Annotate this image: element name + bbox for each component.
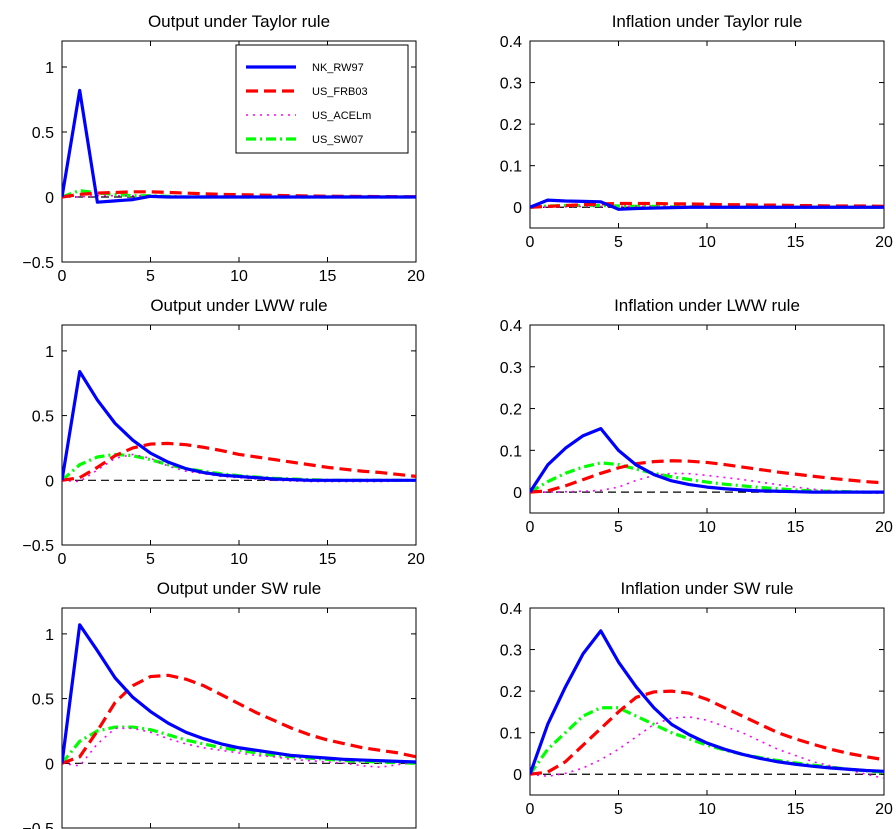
- chart-panel-2: 0 5 10 15 20 0 0.1 0.2 0.3 0.4 Inflation under Tay…: [500, 12, 893, 251]
- x-tick-label: 20: [407, 551, 425, 568]
- x-tick-label: 0: [526, 519, 535, 536]
- series-line-nk-rw97: [62, 369, 416, 482]
- y-tick-label: 0.4: [500, 601, 522, 618]
- x-tick-label: 20: [407, 268, 425, 285]
- series-line-us-sw07: [530, 706, 884, 776]
- x-tick-label: 20: [875, 801, 893, 818]
- y-tick-label: 0: [513, 485, 522, 502]
- y-tick-label: −0.5: [22, 538, 54, 555]
- x-tick-label: 5: [614, 519, 623, 536]
- x-tick-label: 20: [875, 519, 893, 536]
- y-tick-label: 0.3: [500, 76, 522, 93]
- y-tick-label: 0.1: [500, 726, 522, 743]
- chart-title: Inflation under LWW rule: [614, 296, 800, 315]
- x-tick-label: 10: [698, 234, 716, 251]
- x-tick-label: 0: [526, 801, 535, 818]
- x-tick-label: 15: [787, 234, 805, 251]
- y-tick-label: 0.5: [32, 125, 54, 142]
- axes-box: [61, 324, 417, 546]
- x-tick-label: 10: [698, 519, 716, 536]
- x-tick-label: 5: [614, 234, 623, 251]
- legend-label: US_FRB03: [312, 86, 368, 98]
- axes-box: [529, 40, 885, 229]
- x-tick-label: 5: [146, 551, 155, 568]
- y-tick-label: 0.1: [500, 159, 522, 176]
- y-tick-label: 0: [513, 767, 522, 784]
- y-tick-label: 0: [45, 190, 54, 207]
- chart-title: Inflation under Taylor rule: [612, 12, 803, 31]
- legend-label: US_SW07: [312, 134, 363, 146]
- legend-label: US_ACELm: [312, 110, 371, 122]
- legend-label: NK_RW97: [312, 62, 364, 74]
- chart-title: Output under LWW rule: [150, 296, 327, 315]
- legend-box: [235, 44, 409, 154]
- series-line-nk-rw97: [530, 198, 884, 211]
- chart-panel-4: 0 5 10 15 20 0 0.1 0.2 0.3 0.4 Inflation under LWW…: [500, 296, 893, 536]
- series-line-us-frb03: [62, 673, 416, 765]
- series-line-us-frb03: [530, 689, 884, 776]
- y-tick-label: 0: [45, 473, 54, 490]
- y-tick-label: 1: [45, 344, 54, 361]
- series-line-nk-rw97: [530, 629, 884, 775]
- x-tick-label: 10: [230, 268, 248, 285]
- y-tick-label: 0.1: [500, 443, 522, 460]
- y-tick-label: 0.2: [500, 684, 522, 701]
- x-tick-label: 20: [875, 234, 893, 251]
- legend: NK_RW97 US_FRB03 US_ACELm US_SW07: [235, 44, 409, 154]
- series-line-us-sw07: [62, 188, 416, 199]
- x-tick-label: 15: [787, 801, 805, 818]
- series-line-nk-rw97: [530, 427, 884, 494]
- axes-box: [529, 607, 885, 796]
- y-tick-label: −0.5: [22, 821, 54, 829]
- series-line-us-frb03: [530, 459, 884, 494]
- series-line-nk-rw97: [62, 88, 416, 204]
- x-tick-label: 0: [526, 234, 535, 251]
- x-tick-label: 15: [319, 551, 337, 568]
- y-tick-label: 0: [45, 756, 54, 773]
- y-tick-label: 1: [45, 627, 54, 644]
- x-tick-label: 15: [787, 519, 805, 536]
- y-tick-label: 0.4: [500, 34, 522, 51]
- y-tick-label: 0.5: [32, 409, 54, 426]
- y-tick-label: 1: [45, 60, 54, 77]
- axes-box: [529, 324, 885, 514]
- x-tick-label: 10: [698, 801, 716, 818]
- chart-panel-6: 0 5 10 15 20 0 0.1 0.2 0.3 0.4 Inflation under SW …: [500, 579, 893, 818]
- y-tick-label: −0.5: [22, 255, 54, 272]
- x-tick-label: 5: [146, 268, 155, 285]
- chart-title: Output under SW rule: [157, 579, 321, 598]
- y-tick-label: 0: [513, 200, 522, 217]
- series-line-nk-rw97: [62, 623, 416, 764]
- y-tick-label: 0.5: [32, 692, 54, 709]
- x-tick-label: 0: [58, 268, 67, 285]
- x-tick-label: 15: [319, 268, 337, 285]
- y-tick-label: 0.3: [500, 360, 522, 377]
- series-line-us-acelm: [62, 727, 416, 768]
- y-tick-label: 0.2: [500, 117, 522, 134]
- x-tick-label: 0: [58, 551, 67, 568]
- chart-title: Inflation under SW rule: [621, 579, 794, 598]
- y-tick-label: 0.4: [500, 318, 522, 335]
- chart-title: Output under Taylor rule: [148, 12, 330, 31]
- x-tick-label: 5: [614, 801, 623, 818]
- axes-box: [61, 607, 417, 829]
- y-tick-label: 0.3: [500, 643, 522, 660]
- x-tick-label: 10: [230, 551, 248, 568]
- y-tick-label: 0.2: [500, 402, 522, 419]
- series-line-us-frb03: [62, 441, 416, 482]
